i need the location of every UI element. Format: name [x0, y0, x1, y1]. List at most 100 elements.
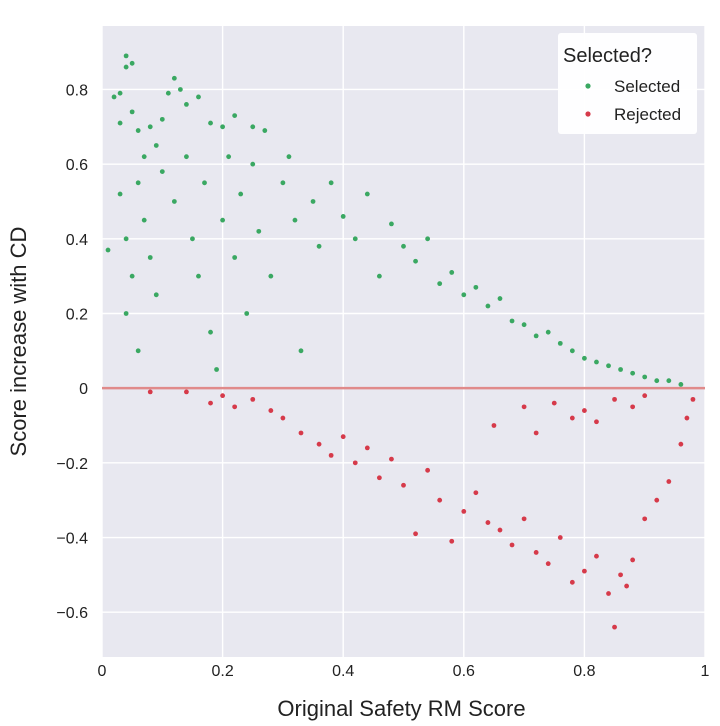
data-point	[190, 236, 195, 242]
data-point	[141, 154, 147, 160]
data-point	[473, 490, 479, 496]
x-tick-label: 0.8	[573, 663, 595, 680]
data-point	[376, 273, 382, 279]
data-point	[594, 553, 599, 559]
x-tick-label: 0.4	[332, 663, 354, 680]
y-axis-label: Score increase with CD	[6, 227, 31, 457]
data-point	[642, 516, 648, 522]
data-point	[129, 60, 135, 66]
data-point	[642, 393, 648, 399]
data-point	[389, 221, 394, 227]
data-point	[117, 120, 123, 126]
data-point	[123, 64, 129, 70]
data-point	[654, 378, 660, 384]
data-point	[141, 217, 147, 223]
data-point	[497, 527, 503, 533]
data-point	[678, 382, 684, 387]
data-point	[485, 303, 491, 309]
data-point	[551, 400, 557, 406]
legend-title: Selected?	[563, 45, 652, 67]
data-point	[147, 124, 153, 130]
data-point	[569, 579, 575, 585]
data-point	[226, 154, 232, 160]
x-axis-ticks: 0 0.2 0.4 0.6 0.8 1	[98, 663, 710, 680]
data-point	[147, 389, 153, 395]
data-point	[684, 415, 690, 421]
data-point	[123, 53, 129, 59]
data-point	[262, 128, 268, 133]
data-point	[582, 568, 587, 574]
data-point	[437, 281, 443, 287]
data-point	[364, 445, 370, 451]
y-tick-label: 0	[79, 381, 88, 398]
data-point	[521, 322, 527, 328]
data-point	[147, 255, 153, 260]
data-point	[202, 180, 207, 186]
data-point	[129, 109, 135, 115]
legend-marker-rejected	[585, 111, 591, 117]
data-point	[437, 497, 443, 503]
data-point	[425, 236, 431, 242]
data-point	[184, 154, 189, 160]
data-point	[232, 404, 238, 410]
data-point	[123, 236, 129, 242]
data-point	[491, 423, 497, 428]
data-point	[389, 456, 394, 462]
data-point	[569, 415, 575, 421]
data-point	[618, 367, 623, 372]
data-point	[298, 348, 304, 354]
watermark: 知乎 @小VIIRyan	[557, 683, 702, 704]
data-point	[461, 292, 467, 298]
legend-label-selected: Selected	[614, 77, 680, 96]
series-rejected	[147, 389, 696, 630]
data-point	[232, 113, 238, 119]
y-tick-label: 0.6	[66, 157, 88, 174]
data-point	[117, 90, 123, 96]
data-point	[310, 199, 316, 204]
y-tick-label: 0.8	[66, 82, 88, 99]
data-point	[557, 535, 563, 540]
legend: Selected? Selected Rejected	[558, 33, 697, 134]
y-tick-label: 0.4	[66, 232, 88, 249]
data-point	[220, 124, 226, 130]
data-point	[449, 270, 455, 275]
data-point	[413, 531, 418, 537]
data-point	[630, 404, 636, 410]
data-point	[521, 516, 527, 522]
data-point	[594, 359, 599, 365]
data-point	[533, 430, 539, 436]
data-point	[340, 434, 346, 440]
data-point	[401, 243, 406, 249]
data-point	[594, 419, 599, 425]
legend-box	[558, 33, 697, 134]
data-point	[582, 355, 587, 361]
data-point	[557, 340, 563, 346]
legend-marker-selected	[585, 83, 591, 89]
data-point	[153, 143, 159, 148]
data-point	[244, 311, 250, 316]
data-point	[473, 284, 479, 290]
data-point	[111, 94, 117, 100]
data-point	[582, 408, 587, 413]
y-tick-label: −0.6	[56, 605, 88, 622]
data-point	[171, 199, 177, 204]
data-point	[624, 583, 630, 589]
data-point	[165, 90, 171, 96]
data-point	[316, 243, 322, 249]
data-point	[232, 255, 238, 260]
data-point	[533, 333, 539, 339]
y-axis-ticks: −0.6 −0.4 −0.2 0 0.2 0.4 0.6 0.8	[56, 82, 88, 622]
data-point	[509, 318, 515, 324]
data-point	[129, 273, 135, 279]
data-point	[612, 624, 617, 630]
x-tick-label: 1	[701, 663, 710, 680]
data-point	[545, 329, 551, 335]
data-point	[105, 247, 111, 253]
data-point	[220, 217, 226, 223]
data-point	[238, 191, 244, 197]
data-point	[533, 550, 539, 555]
data-point	[630, 557, 636, 563]
data-point	[413, 258, 418, 264]
data-point	[352, 460, 358, 466]
y-tick-label: 0.2	[66, 306, 88, 323]
